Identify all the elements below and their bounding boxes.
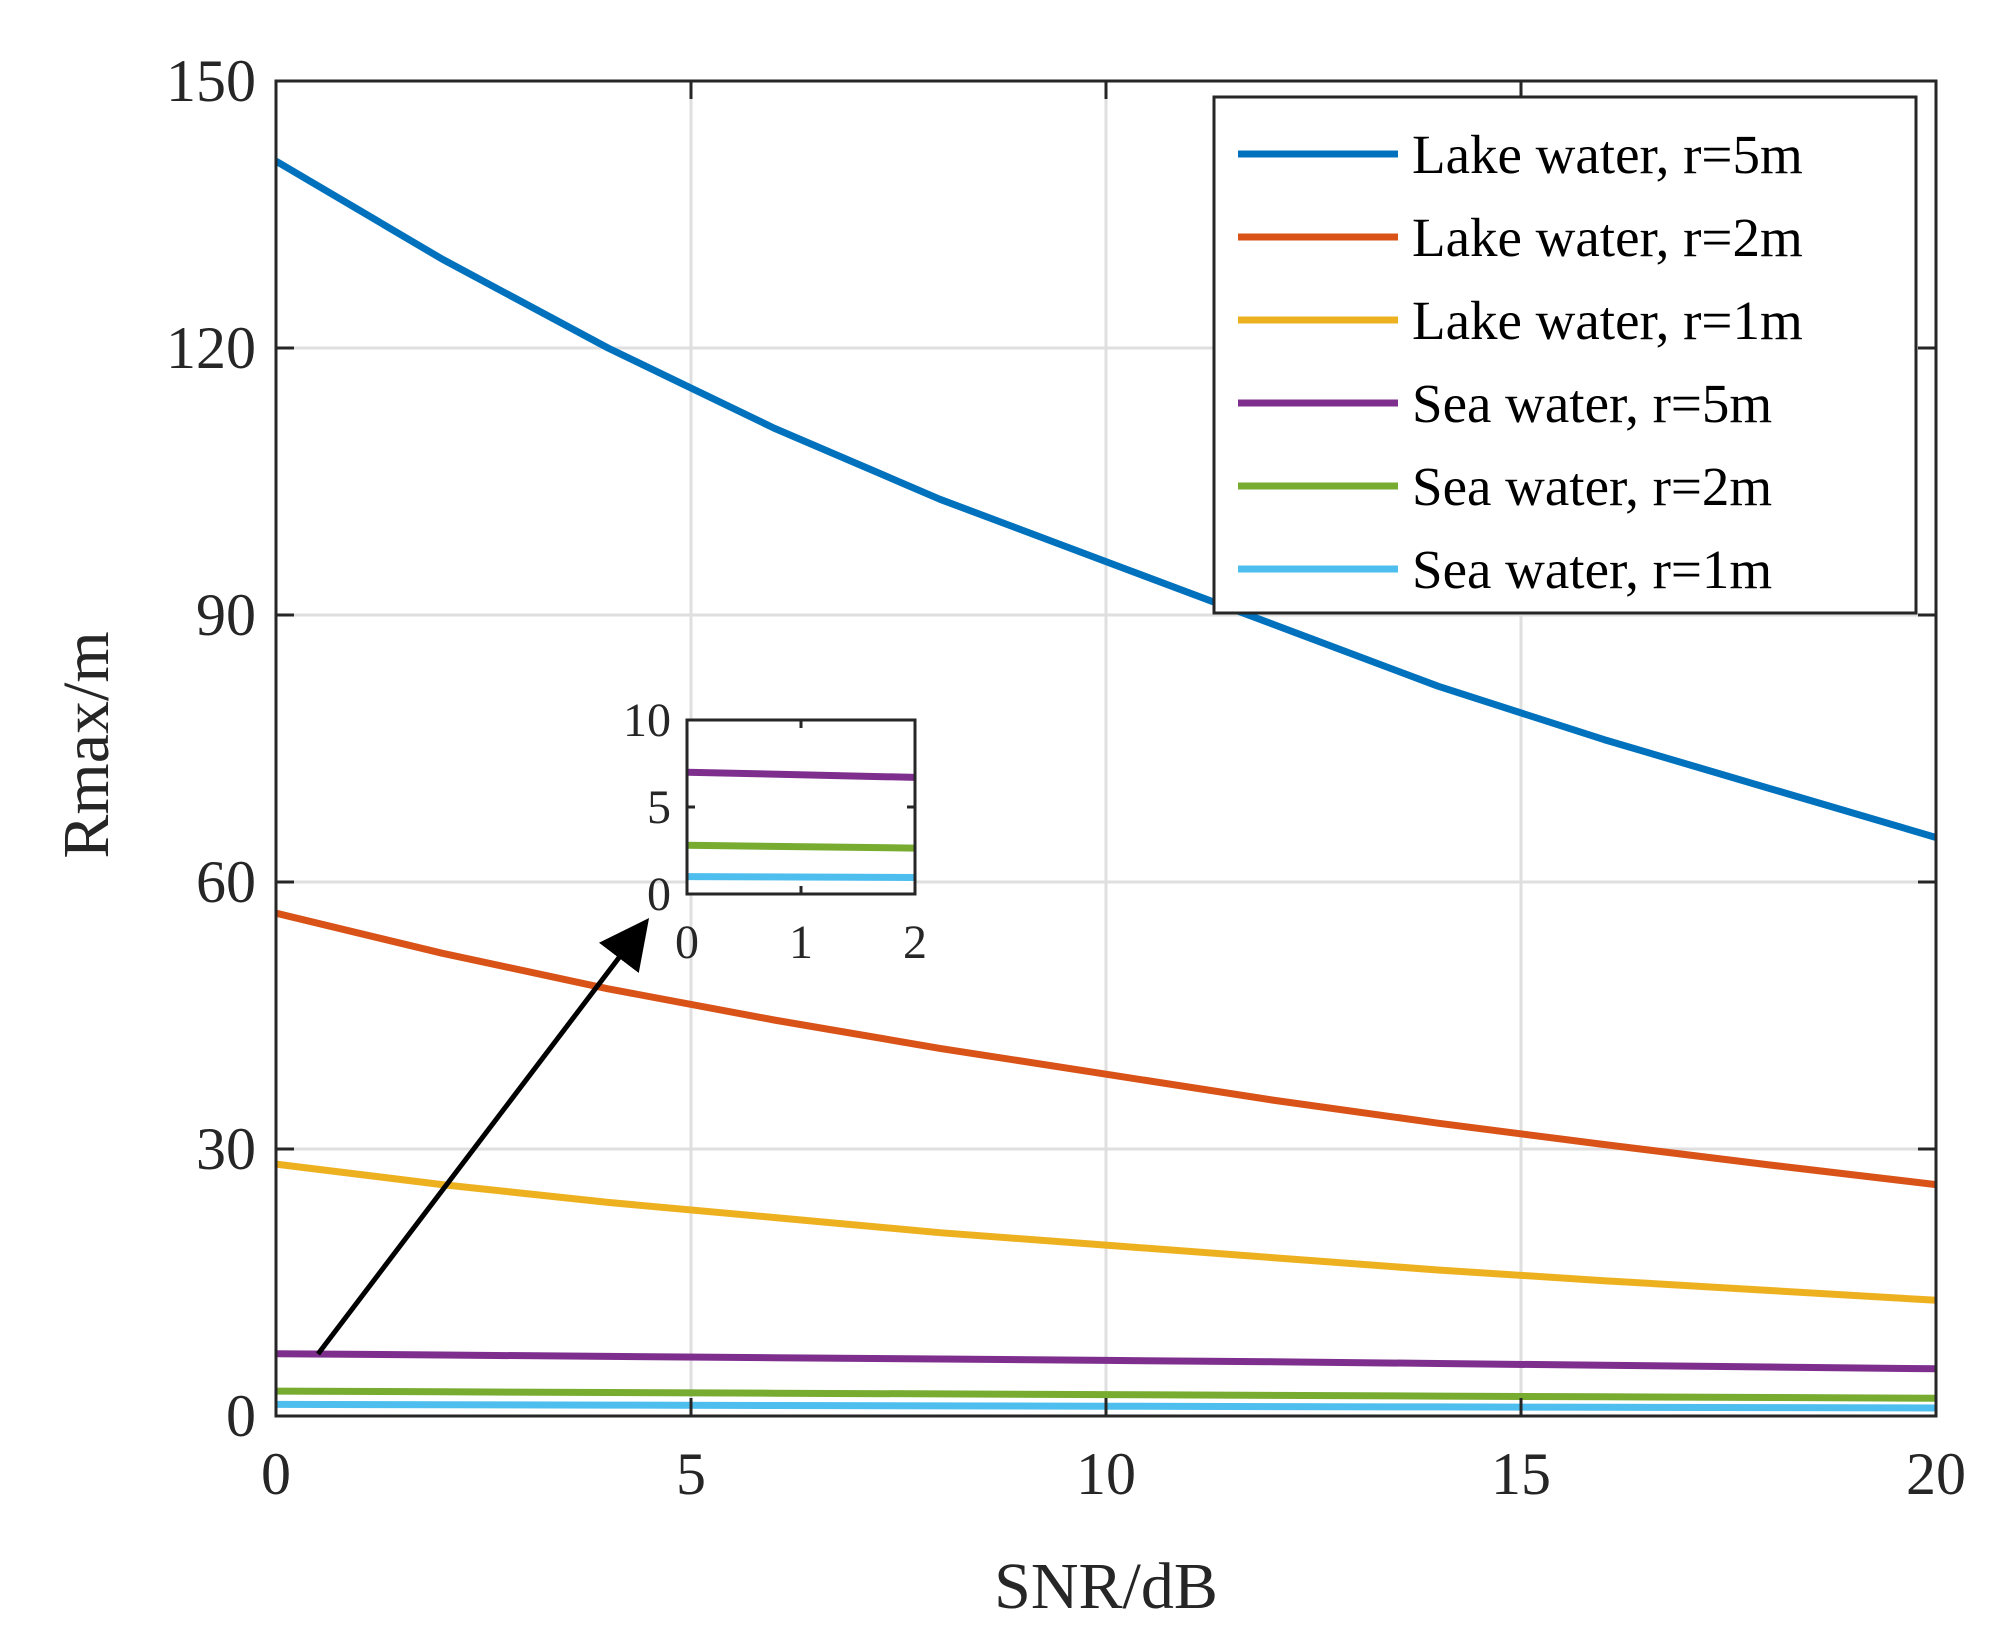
legend-label-6: Sea water, r=1m (1412, 539, 1772, 600)
legend-label-5: Sea water, r=2m (1412, 456, 1772, 517)
series-line-5 (275, 1387, 1937, 1402)
x-tick-label: 10 (1076, 1441, 1136, 1507)
x-tick-label: 20 (1906, 1441, 1966, 1507)
y-tick-label: 60 (196, 849, 256, 915)
inset-x-tick-label: 1 (789, 916, 813, 969)
x-tick-label: 0 (261, 1441, 291, 1507)
legend-label-4: Sea water, r=5m (1412, 373, 1772, 434)
inset-x-tick-label: 2 (903, 916, 927, 969)
legend-label-3: Lake water, r=1m (1412, 290, 1803, 351)
inset-y-tick-label: 5 (647, 781, 671, 834)
series-line-3 (275, 1160, 1937, 1304)
y-axis-title: Rmax/m (50, 631, 123, 858)
inset-y-tick-label: 0 (647, 868, 671, 921)
legend: Lake water, r=5m Lake water, r=2m Lake wat… (1212, 95, 1918, 615)
y-tick-label: 150 (166, 48, 256, 114)
y-tick-label: 90 (196, 582, 256, 648)
inset-plot-area: 0 1 2 0 5 10 (623, 694, 927, 969)
x-axis-title: SNR/dB (994, 1550, 1218, 1623)
zoom-arrow (316, 918, 650, 1356)
inset-y-tick-label: 10 (623, 694, 671, 747)
series-line-4 (275, 1350, 1937, 1373)
x-tick-label: 15 (1491, 1441, 1551, 1507)
legend-label-2: Lake water, r=2m (1412, 207, 1803, 268)
legend-label-1: Lake water, r=5m (1412, 124, 1803, 185)
series-line-2 (275, 909, 1937, 1189)
x-tick-label: 5 (676, 1441, 706, 1507)
zoom-arrow-annotation (316, 918, 650, 1356)
inset-plot-background (687, 720, 915, 894)
y-tick-label: 30 (196, 1116, 256, 1182)
inset-x-tick-label: 0 (675, 916, 699, 969)
y-tick-label: 0 (226, 1383, 256, 1449)
y-tick-label: 120 (166, 315, 256, 381)
inset-series-line-3 (686, 873, 916, 881)
legend-box (1212, 95, 1918, 615)
series-line-1 (274, 158, 1937, 841)
inset-series-line-1 (686, 768, 916, 781)
inset-series-line-2 (686, 841, 916, 852)
